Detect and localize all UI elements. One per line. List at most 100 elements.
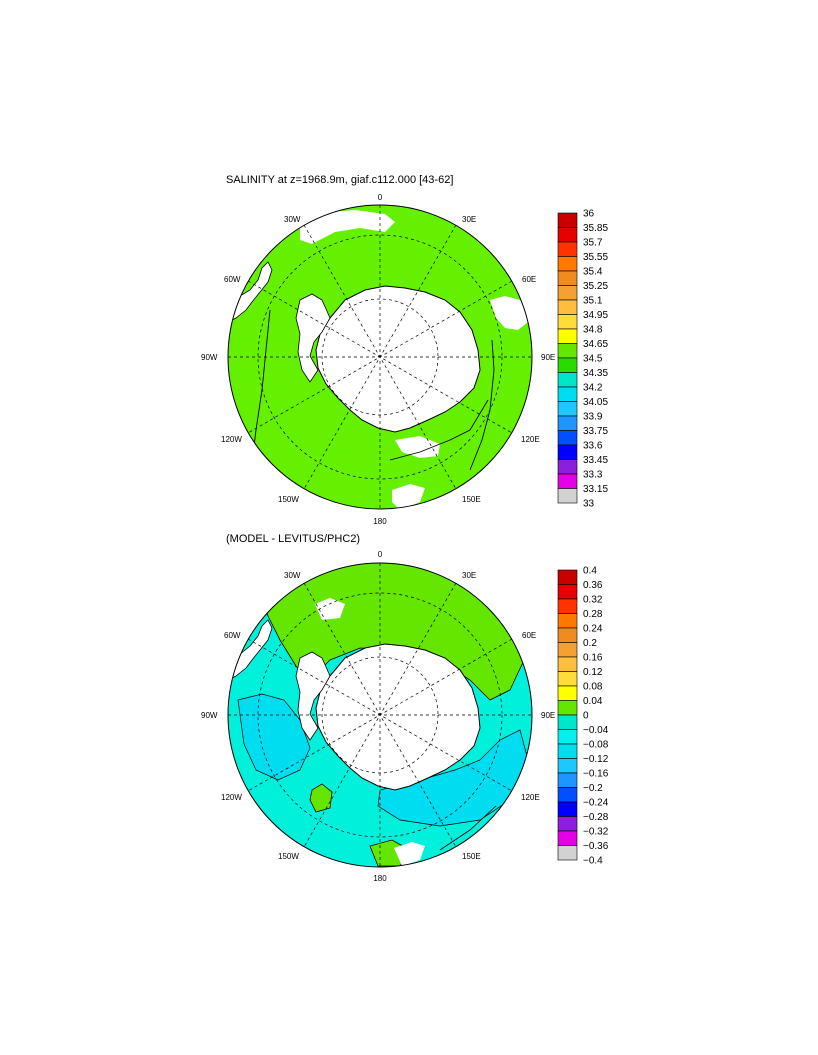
colorbar-tick-label: −0.28 <box>583 812 609 823</box>
label-lon-90e: 90E <box>541 353 555 362</box>
colorbar-tick-label: 34.05 <box>583 397 608 408</box>
colorbar-tick-label: 0.28 <box>583 609 603 620</box>
colorbar-swatch <box>557 314 578 330</box>
label-lon-90w: 90W <box>201 711 218 720</box>
label-lon-180: 180 <box>373 874 387 883</box>
colorbar-tick-label: 34.35 <box>583 368 608 379</box>
colorbar-swatch <box>557 430 578 446</box>
colorbar-tick-label: 35.55 <box>583 252 608 263</box>
colorbar-swatch <box>557 758 578 774</box>
colorbar-tick-label: 33.75 <box>583 426 608 437</box>
colorbar-swatch <box>557 714 578 730</box>
colorbar-tick-label: 34.5 <box>583 354 603 365</box>
colorbar-swatch <box>557 627 578 643</box>
colorbar-tick-label: 0.4 <box>583 566 597 577</box>
colorbar-tick-label: 34.8 <box>583 325 603 336</box>
label-lon-150e: 150E <box>462 852 481 861</box>
colorbar-swatch <box>557 299 578 315</box>
colorbar-swatch <box>557 227 578 243</box>
south-america-land <box>228 619 273 681</box>
colorbar-tick-label: 0.2 <box>583 638 597 649</box>
difference-colorbar: 0.4 0.36 0.32 0.28 0.24 0.2 0.16 0.12 0.08 0.04 0 −… <box>557 566 609 867</box>
ice-shelf-south <box>395 436 440 458</box>
colorbar-swatch <box>557 830 578 846</box>
colorbar-tick-label: 33.6 <box>583 441 603 452</box>
colorbar-swatch <box>557 685 578 701</box>
colorbar-swatch <box>557 584 578 600</box>
colorbar-swatch <box>557 656 578 672</box>
graticule <box>228 563 532 867</box>
colorbar-tick-label: 33.9 <box>583 412 603 423</box>
colorbar-tick-label: 35.25 <box>583 281 608 292</box>
label-lon-150e: 150E <box>462 495 481 504</box>
label-lon-150w: 150W <box>278 495 299 504</box>
colorbar-swatch <box>557 845 578 861</box>
colorbar-tick-label: 0.12 <box>583 667 603 678</box>
label-lon-60e: 60E <box>522 275 536 284</box>
colorbar-tick-label: −0.08 <box>583 740 609 751</box>
label-lon-30w: 30W <box>284 571 301 580</box>
colorbar-tick-label: 33.15 <box>583 484 608 495</box>
label-lon-0: 0 <box>378 550 383 559</box>
colorbar-tick-label: 0.36 <box>583 580 603 591</box>
colorbar-tick-label: 36 <box>583 209 595 220</box>
colorbar-swatch <box>557 401 578 417</box>
antarctic-peninsula <box>295 293 331 383</box>
colorbar-tick-label: 0.08 <box>583 682 603 693</box>
colorbar-swatch <box>557 700 578 716</box>
antarctica-land <box>315 643 481 791</box>
label-lon-180: 180 <box>373 517 387 526</box>
colorbar-tick-label: 35.1 <box>583 296 603 307</box>
colorbar-swatch <box>557 444 578 460</box>
label-lon-90w: 90W <box>201 353 218 362</box>
colorbar-swatch <box>557 285 578 301</box>
label-lon-30w: 30W <box>284 215 301 224</box>
label-lon-120e: 120E <box>521 435 540 444</box>
negative-anomaly-band <box>237 693 311 781</box>
colorbar-swatch <box>557 459 578 475</box>
colorbar-swatch <box>557 270 578 286</box>
positive-anomaly-patch <box>309 783 333 813</box>
label-lon-90e: 90E <box>541 711 555 720</box>
salinity-title: SALINITY at z=1968.9m, giaf.c112.000 [43… <box>226 174 453 186</box>
colorbar-tick-label: 0 <box>583 711 589 722</box>
colorbar-swatch <box>557 473 578 489</box>
colorbar-swatch <box>557 386 578 402</box>
colorbar-tick-label: −0.16 <box>583 769 609 780</box>
ice-region-north <box>300 210 395 244</box>
colorbar-tick-label: −0.4 <box>583 856 603 867</box>
colorbar-swatch <box>557 415 578 431</box>
colorbar-tick-label: −0.32 <box>583 827 609 838</box>
label-lon-120w: 120W <box>221 793 242 802</box>
label-lon-30e: 30E <box>462 215 476 224</box>
difference-map: 0 180 90W 90E 30W 60W 30E 60E 120W 150W … <box>201 550 555 883</box>
colorbar-tick-label: 0.04 <box>583 696 603 707</box>
colorbar-tick-label: −0.24 <box>583 798 609 809</box>
colorbar-tick-label: −0.12 <box>583 754 609 765</box>
colorbar-swatch <box>557 569 578 585</box>
colorbar-swatch <box>557 488 578 504</box>
contour-line <box>389 399 489 461</box>
colorbar-tick-label: 33 <box>583 499 595 510</box>
label-lon-30e: 30E <box>462 571 476 580</box>
colorbar-tick-label: 34.65 <box>583 339 608 350</box>
colorbar-swatch <box>557 598 578 614</box>
colorbar-swatch <box>557 328 578 344</box>
graticule <box>228 205 532 509</box>
colorbar-tick-label: 35.7 <box>583 238 603 249</box>
colorbar-tick-label: 0.16 <box>583 653 603 664</box>
colorbar-tick-label: 35.85 <box>583 223 608 234</box>
label-lon-120w: 120W <box>221 435 242 444</box>
salinity-map: 0 180 90W 90E 30W 60W 30E 60E 120W 150W … <box>201 193 555 526</box>
difference-title: (MODEL - LEVITUS/PHC2) <box>226 533 360 545</box>
colorbar-swatch <box>557 256 578 272</box>
antarctica-land <box>315 285 481 433</box>
label-lon-60w: 60W <box>224 631 241 640</box>
colorbar-tick-label: −0.36 <box>583 841 609 852</box>
label-lon-60w: 60W <box>224 275 241 284</box>
colorbar-swatch <box>557 642 578 658</box>
south-america-land <box>228 261 273 323</box>
colorbar-swatch <box>557 743 578 759</box>
colorbar-tick-label: 33.3 <box>583 470 603 481</box>
